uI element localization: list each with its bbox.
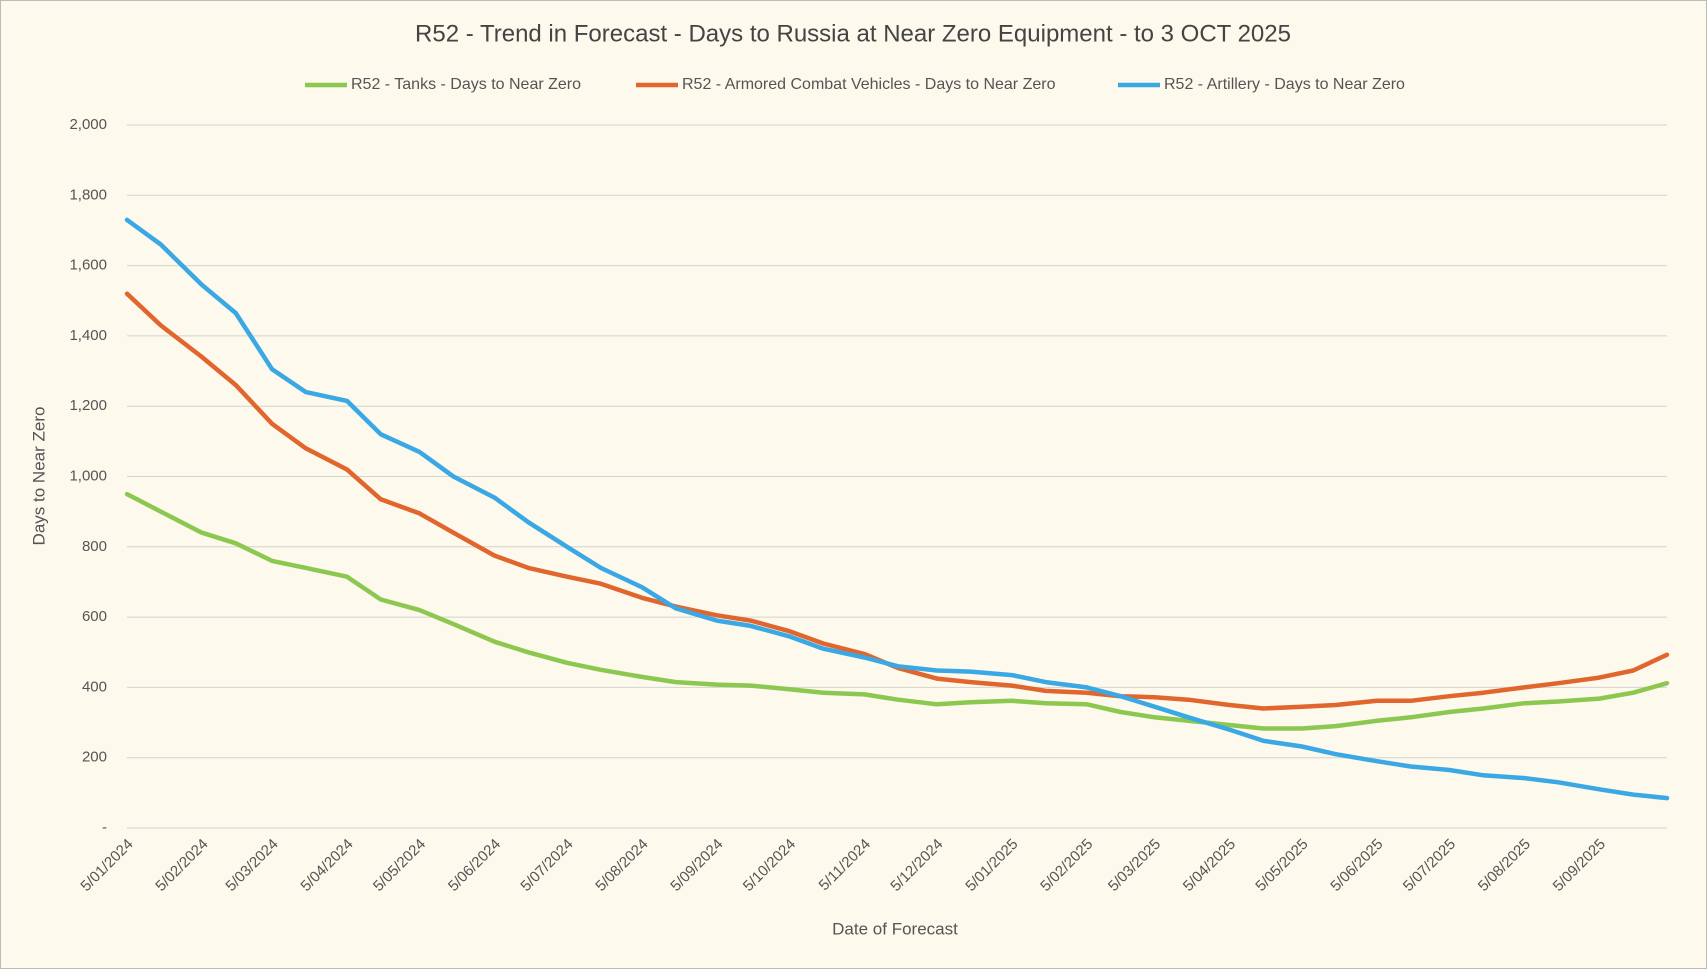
y-tick-label: 1,400 (69, 327, 107, 344)
x-tick-label: 5/05/2025 (1252, 836, 1311, 895)
x-tick-label: 5/07/2024 (517, 836, 576, 895)
x-tick-label: 5/03/2024 (222, 836, 281, 895)
x-axis-title: Date of Forecast (832, 919, 958, 938)
x-tick-label: 5/03/2025 (1105, 836, 1164, 895)
x-tick-label: 5/01/2025 (962, 836, 1021, 895)
y-tick-label: 1,800 (69, 186, 107, 203)
y-tick-label: 1,600 (69, 257, 107, 274)
x-tick-label: 5/08/2025 (1475, 836, 1534, 895)
x-tick-label: 5/09/2024 (667, 836, 726, 895)
y-tick-label: 1,200 (69, 397, 107, 414)
series-line (124, 217, 1670, 801)
y-tick-label: 2,000 (69, 116, 107, 133)
legend-label: R52 - Artillery - Days to Near Zero (1164, 76, 1405, 93)
x-tick-label: 5/02/2024 (152, 836, 211, 895)
y-tick-label: 800 (82, 538, 107, 555)
legend-label: R52 - Tanks - Days to Near Zero (351, 76, 581, 93)
x-tick-label: 5/07/2025 (1400, 836, 1459, 895)
x-tick-label: 5/12/2024 (887, 836, 946, 895)
x-tick-label: 5/04/2025 (1180, 836, 1239, 895)
x-tick-label: 5/10/2024 (740, 836, 799, 895)
x-tick-label: 5/11/2024 (816, 836, 874, 894)
series-line (124, 291, 1670, 711)
y-tick-label: 600 (82, 608, 107, 625)
x-tick-label: 5/04/2024 (297, 836, 356, 895)
y-tick-label: 200 (82, 749, 107, 766)
series-line (124, 491, 1670, 731)
x-tick-label: 5/05/2024 (370, 836, 429, 895)
x-tick-label: 5/09/2025 (1550, 836, 1609, 895)
x-tick-label: 5/01/2024 (77, 836, 136, 895)
y-tick-label: - (102, 819, 107, 836)
y-tick-label: 1,000 (69, 467, 107, 484)
y-axis-title: Days to Near Zero (29, 407, 48, 546)
chart-title: R52 - Trend in Forecast - Days to Russia… (415, 20, 1291, 47)
x-tick-label: 5/06/2024 (445, 836, 504, 895)
y-tick-label: 400 (82, 678, 107, 695)
x-tick-label: 5/02/2025 (1037, 836, 1096, 895)
x-tick-label: 5/08/2024 (592, 836, 651, 895)
legend-label: R52 - Armored Combat Vehicles - Days to … (682, 76, 1056, 93)
x-tick-label: 5/06/2025 (1327, 836, 1386, 895)
